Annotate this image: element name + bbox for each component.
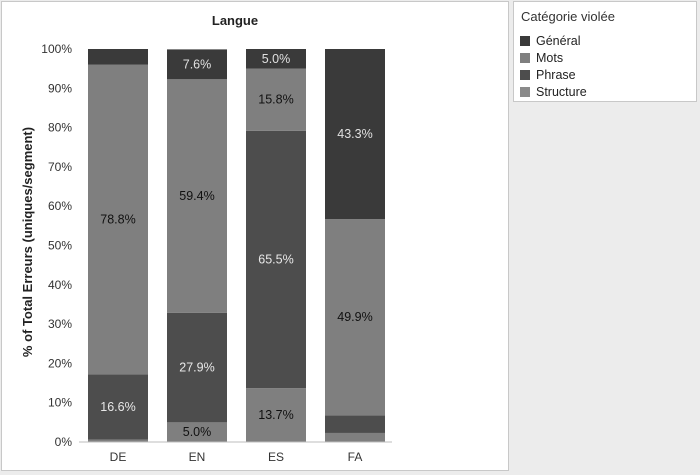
y-axis-label: % of Total Erreurs (uniques/segment) [20,127,35,357]
legend: Catégorie violée Général Mots Phrase Str… [513,1,697,102]
y-tick-label: 100% [41,42,72,56]
legend-swatch-general [520,36,530,46]
legend-label: Structure [536,85,587,99]
data-label: 15.8% [258,93,293,107]
bar-segment-structure-es[interactable] [246,388,306,442]
legend-swatch-phrase [520,70,530,80]
bar-segment-phrase-de[interactable] [88,374,148,440]
bar-segment-gnral-fa[interactable] [325,49,385,220]
legend-label: Phrase [536,68,576,82]
legend-label: Général [536,34,581,48]
data-label: 13.7% [258,408,293,422]
y-tick-label: 70% [48,160,72,174]
stacked-bar-chart: Langue % of Total Erreurs (uniques/segme… [20,13,392,464]
bar-segment-structure-de[interactable] [88,439,148,442]
y-tick-label: 0% [55,435,73,449]
bar-segment-structure-fa[interactable] [325,432,385,442]
x-axis-ticks: DE EN ES FA [110,450,363,464]
legend-item-general[interactable]: Général [520,33,690,49]
bar-segment-mots-fa[interactable] [325,219,385,416]
y-tick-label: 30% [48,317,72,331]
legend-swatch-structure [520,87,530,97]
chart-panel: Langue % of Total Erreurs (uniques/segme… [1,1,509,471]
y-axis-ticks: 0% 10% 20% 30% 40% 50% 60% 70% 80% 90% 100% [41,42,72,449]
data-label: 65.5% [258,252,293,266]
legend-item-structure[interactable]: Structure [520,84,690,100]
data-label: 78.8% [100,213,135,227]
y-tick-label: 60% [48,199,72,213]
bar-segment-structure-en[interactable] [167,422,227,442]
data-label: 59.4% [179,189,214,203]
x-tick-label: FA [348,450,363,464]
bar-segment-gnral-en[interactable] [167,49,227,80]
bar-segment-phrase-es[interactable] [246,130,306,389]
bar-segment-mots-de[interactable] [88,64,148,375]
data-label: 27.9% [179,361,214,375]
bar-segment-phrase-en[interactable] [167,312,227,423]
data-label: 5.0% [262,52,291,66]
data-label: 43.3% [337,127,372,141]
data-label: 49.9% [337,310,372,324]
legend-label: Mots [536,51,564,65]
bar-segment-phrase-fa[interactable] [325,415,385,433]
legend-title: Catégorie violée [521,9,615,24]
data-label: 5.0% [183,425,212,439]
legend-item-phrase[interactable]: Phrase [520,67,690,83]
legend-swatch-mots [520,53,530,63]
y-tick-label: 80% [48,121,72,135]
y-tick-label: 10% [48,396,72,410]
x-tick-label: ES [268,450,284,464]
y-tick-label: 20% [48,356,72,370]
y-tick-label: 90% [48,81,72,95]
bar-segment-mots-es[interactable] [246,68,306,131]
bar-segment-gnral-de[interactable] [88,49,148,65]
y-tick-label: 50% [48,239,72,253]
chart-title: Langue [212,13,258,28]
legend-item-mots[interactable]: Mots [520,50,690,66]
x-tick-label: DE [110,450,127,464]
bar-segment-mots-en[interactable] [167,79,227,313]
bar-segment-gnral-es[interactable] [246,49,306,69]
data-label: 16.6% [100,400,135,414]
x-tick-label: EN [189,450,206,464]
data-label: 7.6% [183,57,212,71]
y-tick-label: 40% [48,278,72,292]
bars: 16.6% 78.8% 5.0% 27.9% 59.4% 7.6% 13.7% 65.5% 15… [88,49,385,442]
